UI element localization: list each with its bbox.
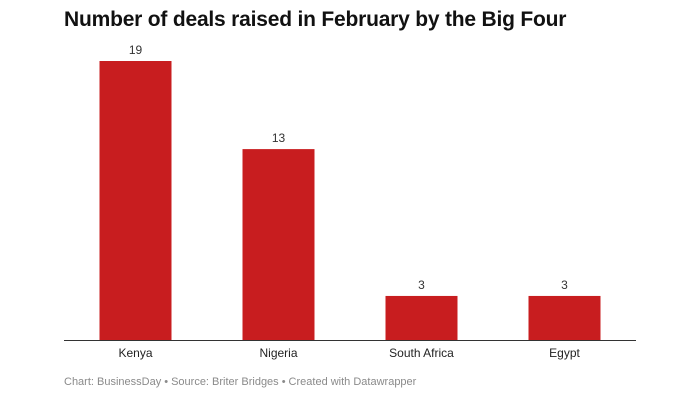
x-tick-label: Egypt [549,346,580,360]
data-label: 13 [272,131,286,145]
chart-title: Number of deals raised in February by th… [64,8,567,31]
bar-nigeria [242,149,315,340]
data-label: 3 [561,278,568,292]
created-with-credit: Created with Datawrapper [288,376,417,388]
chart-footer: Chart: BusinessDay • Source: Briter Bridge… [64,376,416,388]
footer-separator: • [164,376,169,388]
data-label: 19 [129,43,143,57]
data-label: 3 [418,278,425,292]
bar-south-africa [385,295,458,340]
x-tick-label: Nigeria [259,346,297,360]
bar-egypt [528,295,601,340]
chart-credit: Chart: BusinessDay [64,376,162,388]
chart-source: Source: Briter Bridges [171,376,279,388]
x-tick-label: South Africa [389,346,454,360]
footer-separator: • [281,376,286,388]
x-tick-label: Kenya [118,346,152,360]
bar-kenya [99,61,172,340]
